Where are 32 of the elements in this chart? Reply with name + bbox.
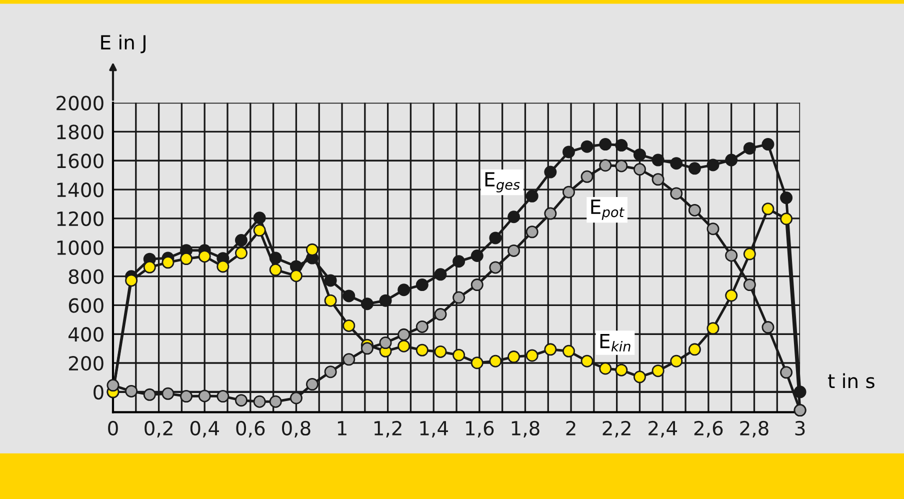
x-tick-label: 2,4 <box>648 420 678 438</box>
x-tick-label: 1,6 <box>466 420 494 438</box>
y-tick-label: 1200 <box>57 211 104 226</box>
y-axis-title: E in J <box>101 34 146 54</box>
y-tick-label: 800 <box>68 269 104 284</box>
series-label: E$_{kin}$ <box>600 334 630 352</box>
y-tick-label: 1400 <box>57 182 104 198</box>
x-tick-label: 0,6 <box>236 420 265 438</box>
x-tick-label: 2 <box>566 420 576 436</box>
x-tick-label: 2,8 <box>740 420 768 438</box>
y-tick-label: 600 <box>68 298 104 313</box>
x-axis-title: t in s <box>828 373 874 388</box>
y-tick-label: 1600 <box>57 154 104 168</box>
x-tick-label: 0,4 <box>190 420 219 438</box>
y-tick-label: 0 <box>94 384 104 400</box>
x-tick-label: 2,2 <box>602 420 630 438</box>
x-tick-label: 0,8 <box>282 420 310 438</box>
x-tick-label: 2,6 <box>694 420 723 438</box>
x-tick-label: 0 <box>108 420 118 436</box>
y-tick-label: 2000 <box>56 96 104 110</box>
y-tick-label: 400 <box>68 327 104 342</box>
y-tick-label: 1800 <box>57 124 104 140</box>
x-tick-label: 3 <box>795 420 805 436</box>
x-tick-label: 1,4 <box>420 421 448 438</box>
x-tick-label: 1 <box>338 421 346 436</box>
series-label: E$_{ges}$ <box>485 172 520 192</box>
y-tick-label: 200 <box>68 356 104 371</box>
x-tick-label: 1,8 <box>512 420 540 438</box>
x-tick-label: 1,2 <box>374 420 402 438</box>
y-tick-label: 1000 <box>57 240 104 256</box>
series-label: E$_{pot}$ <box>591 200 625 220</box>
x-tick-label: 0,2 <box>144 420 172 438</box>
